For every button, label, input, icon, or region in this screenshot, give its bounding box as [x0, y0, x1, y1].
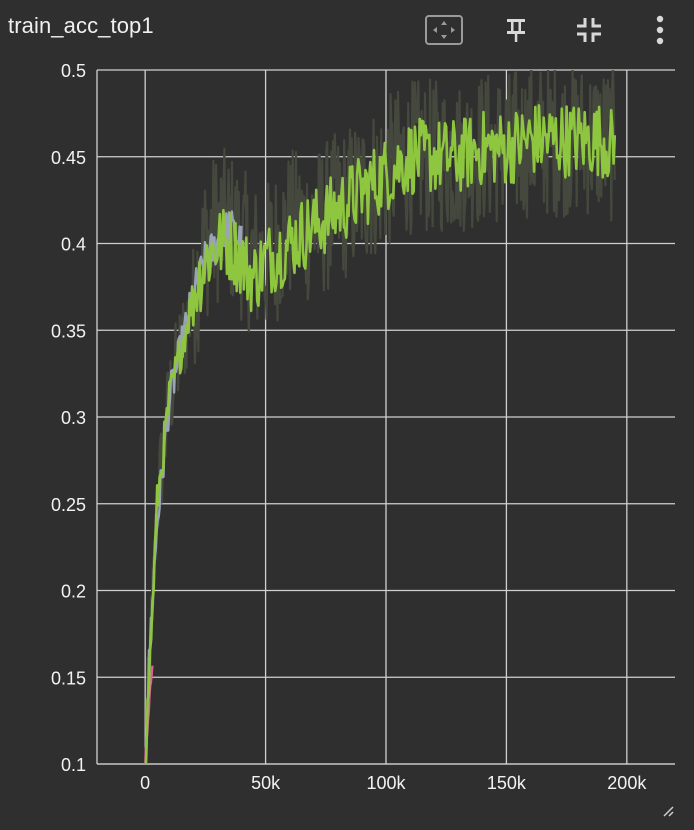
fit-to-data-icon [425, 15, 463, 45]
y-tick-label: 0.5 [61, 61, 86, 81]
more-vert-icon [656, 15, 664, 45]
x-tick-label: 150k [487, 773, 527, 793]
fit-domain-button[interactable] [424, 10, 464, 50]
card-header: train_acc_top1 [0, 0, 694, 58]
collapse-icon [577, 18, 601, 42]
y-tick-label: 0.15 [51, 668, 86, 688]
x-tick-label: 100k [366, 773, 406, 793]
resize-handle-icon[interactable] [662, 805, 674, 817]
chart-area[interactable]: 0.1 0.15 0.2 0.25 0.3 0.35 0.4 0.45 0.5 0 50k 100k… [0, 58, 694, 825]
pin-icon [507, 19, 525, 42]
more-options-button[interactable] [640, 10, 680, 50]
x-axis-ticks: 0 50k 100k 150k 200k [140, 773, 647, 793]
y-tick-label: 0.35 [51, 321, 86, 341]
y-tick-label: 0.45 [51, 148, 86, 168]
chart-title: train_acc_top1 [8, 13, 154, 38]
x-tick-label: 50k [251, 773, 281, 793]
y-axis-ticks: 0.1 0.15 0.2 0.25 0.3 0.35 0.4 0.45 0.5 [51, 61, 86, 775]
series-group [144, 70, 617, 764]
pin-button[interactable] [496, 10, 536, 50]
y-tick-label: 0.25 [51, 495, 86, 515]
x-tick-label: 0 [140, 773, 150, 793]
y-tick-label: 0.3 [61, 408, 86, 428]
main-series-line [144, 104, 617, 764]
line-chart[interactable]: 0.1 0.15 0.2 0.25 0.3 0.35 0.4 0.45 0.5 0 50k 100k… [0, 58, 694, 825]
x-tick-label: 200k [607, 773, 647, 793]
y-tick-label: 0.1 [61, 755, 86, 775]
y-tick-label: 0.2 [61, 582, 86, 602]
collapse-button[interactable] [569, 10, 609, 50]
y-tick-label: 0.4 [61, 235, 86, 255]
